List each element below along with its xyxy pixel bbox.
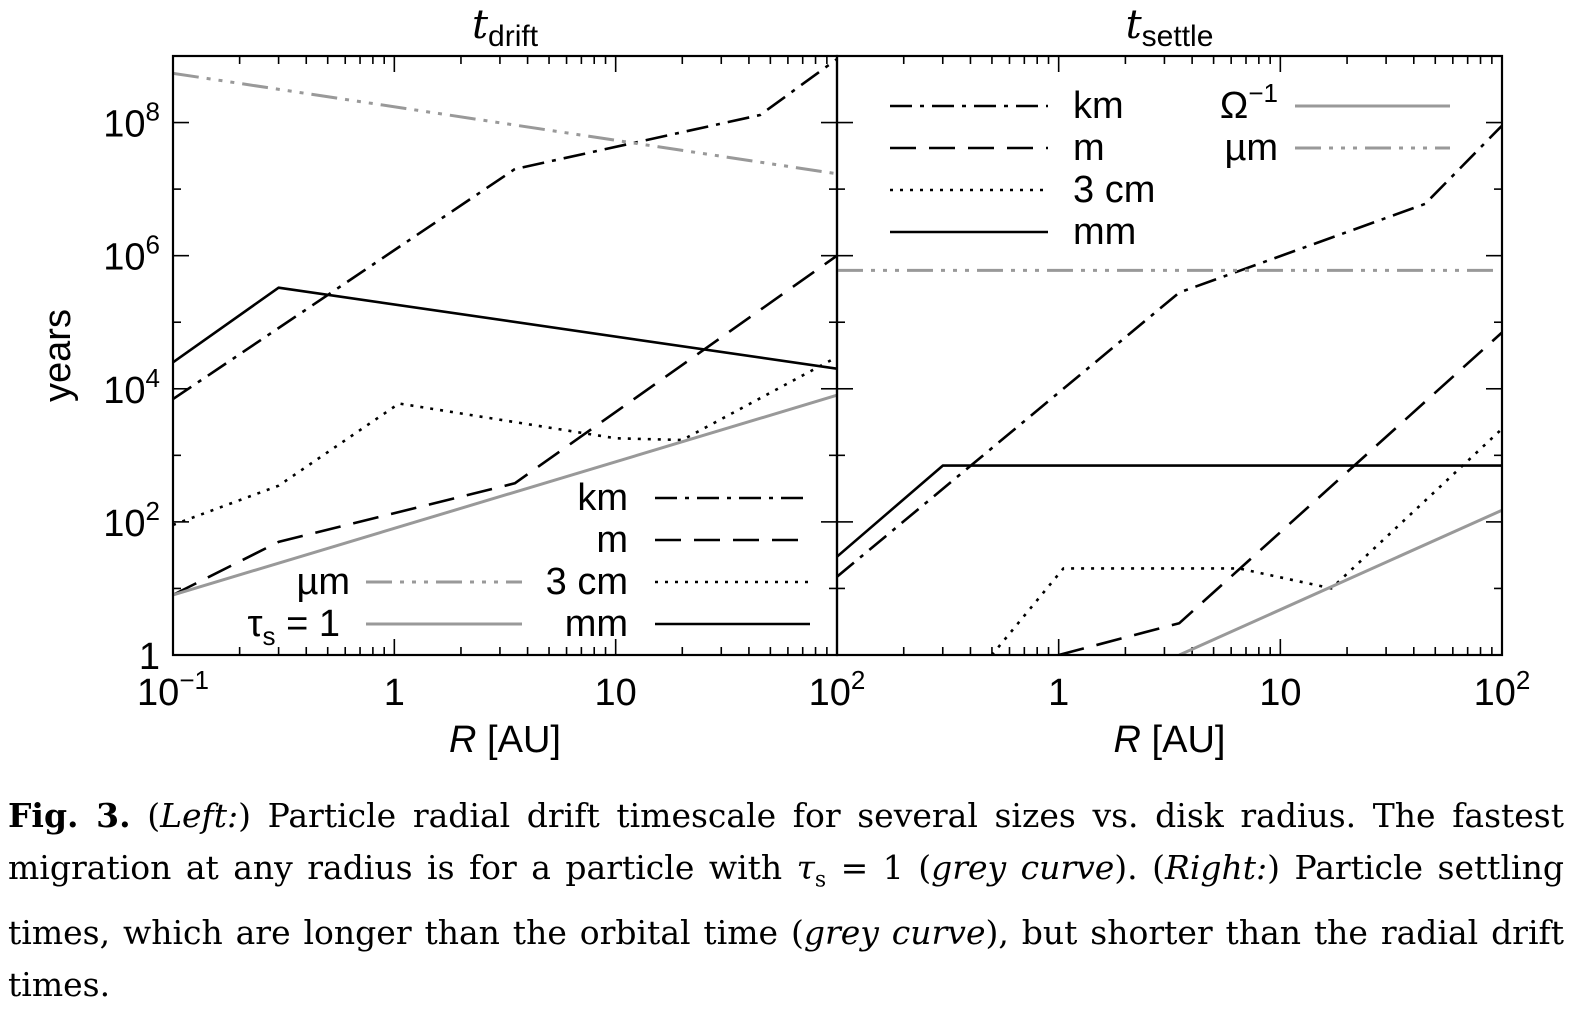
y-tick-label: 106 — [103, 230, 160, 279]
legend-label-4: Ω−1 — [1220, 78, 1278, 127]
axis-ticks — [172, 56, 837, 656]
legend-label-1: m — [1073, 127, 1105, 169]
legend-label-1: m — [596, 519, 628, 561]
series-line-0 — [173, 57, 837, 401]
x-tick-label: 1 — [384, 672, 405, 714]
legend-label-5: τs = 1 — [248, 603, 340, 651]
series-line-2 — [990, 427, 1502, 655]
series-line-4 — [173, 71, 837, 176]
series-lines — [173, 57, 837, 597]
tau-subscript: s — [814, 867, 827, 893]
x-tick-label: 102 — [1474, 665, 1531, 714]
left-tag: Left: — [160, 796, 239, 835]
legend-label-3: mm — [1073, 211, 1136, 253]
series-line-4 — [1178, 508, 1502, 655]
tau-symbol: τ — [796, 848, 815, 887]
y-axis-label: years — [37, 309, 79, 402]
grey-curve-ref-2: grey curve — [803, 912, 986, 952]
series-lines — [837, 124, 1502, 655]
plot-frame — [835, 54, 1504, 657]
legend-label-4: µm — [296, 561, 350, 603]
series-line-3 — [837, 464, 1502, 558]
legend-label-2: 3 cm — [1073, 169, 1155, 211]
series-line-3 — [173, 286, 837, 370]
caption-text-1: Particle radial drift timescale for seve… — [8, 796, 1565, 887]
x-tick-label: 1 — [1048, 672, 1069, 714]
y-tick-label: 108 — [103, 97, 160, 146]
legend-label-5: µm — [1224, 127, 1278, 169]
x-tick-label: 10 — [1259, 672, 1301, 714]
x-tick-label: 10−1 — [137, 665, 209, 714]
legend-label-3: mm — [565, 603, 628, 645]
figure-caption: Fig. 3. (Left:) Particle radial drift ti… — [8, 796, 1565, 1004]
legend-label-0: km — [1073, 85, 1124, 127]
series-line-0 — [837, 124, 1502, 578]
axis-ticks — [836, 56, 1502, 656]
figure-label: Fig. 3. — [8, 796, 131, 835]
caption-text-2: = 1 ( — [826, 848, 932, 887]
x-tick-label: 102 — [809, 665, 866, 714]
caption-text-4: ) Particle settling times, which are lon… — [8, 848, 1564, 952]
x-tick-label: 10 — [595, 672, 637, 714]
caption-text-3: ). ( — [1114, 848, 1165, 887]
caption-text-5: ), but shorter than the radial drift tim… — [8, 912, 1564, 1004]
y-tick-label: 104 — [103, 363, 160, 412]
series-line-1 — [1058, 331, 1502, 655]
y-tick-label: 1 — [139, 636, 160, 678]
x-axis-label: R [AU] — [1114, 719, 1226, 761]
legend-label-0: km — [577, 477, 628, 519]
panel-title: tdrift — [472, 2, 539, 53]
series-line-5 — [173, 393, 837, 597]
y-tick-label: 102 — [103, 496, 160, 545]
series-line-2 — [173, 355, 837, 527]
grey-curve-ref-1: grey curve — [931, 848, 1115, 887]
right-tag: Right: — [1165, 848, 1268, 887]
legend-label-2: 3 cm — [546, 561, 628, 603]
series-line-1 — [173, 254, 837, 597]
x-axis-label: R [AU] — [449, 719, 561, 761]
panel-title: tsettle — [1126, 2, 1214, 53]
